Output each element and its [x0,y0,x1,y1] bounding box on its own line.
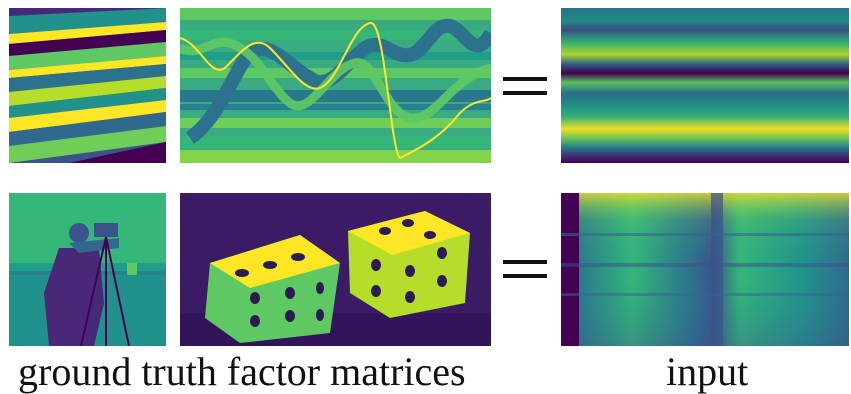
row2-factor-b-dice [180,193,491,346]
row1-input-matrix [561,8,849,163]
caption-input: input [666,349,749,394]
row1-factor-a-streaks [9,8,166,163]
row2-input-matrix [561,193,849,346]
row2-factor-a-cameraman [9,193,166,346]
equals-sign-row2 [503,258,547,280]
equals-sign-row1 [503,75,547,97]
row1-factor-b-lines [180,8,491,163]
caption-ground-truth-factor-matrices: ground truth factor matrices [18,349,466,394]
